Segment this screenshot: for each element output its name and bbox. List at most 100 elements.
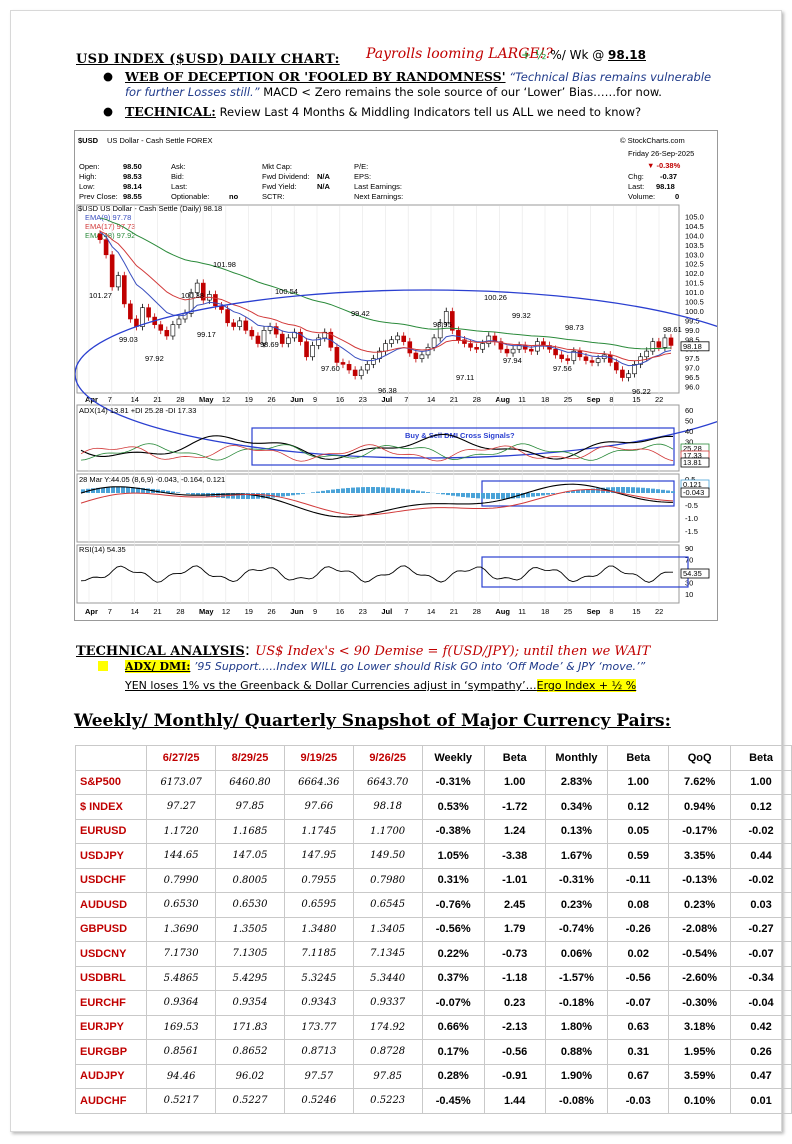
x-tick-bottom: 23	[359, 607, 367, 616]
stat-cell: 1.90%	[544, 1063, 609, 1089]
candle-body	[626, 373, 631, 378]
stat-cell: 0.53%	[421, 794, 485, 820]
x-tick-bottom: 7	[108, 607, 112, 616]
x-tick-bottom: 8	[609, 607, 613, 616]
table-row: USDCHF 0.7990 0.8005 0.7955 0.7980 0.31% -1.01…	[74, 867, 792, 893]
stat-cell: 0.67	[607, 1063, 670, 1089]
candle-body	[504, 348, 510, 354]
macd-bar	[586, 489, 590, 493]
stat-cell: -0.02	[730, 867, 792, 893]
stat-cell: 0.10%	[668, 1088, 732, 1114]
x-tick-bottom: Jul	[381, 607, 392, 616]
candle-body	[231, 322, 236, 327]
candle-body	[437, 322, 443, 339]
macd-bar	[451, 493, 455, 496]
stat-cell: 0.88%	[544, 1039, 609, 1065]
x-axis-labels-bottom: Apr 7 14 21 28 May 12 19 26 Jun 9 16 23 Jul 7 14 21 28 Aug…	[85, 607, 663, 616]
ema-17-line	[99, 230, 672, 362]
macd-bar	[246, 493, 250, 499]
header-cell: Beta	[607, 745, 670, 771]
stat-cell: -1.72	[483, 794, 546, 820]
price-tick: 103.5	[685, 241, 704, 250]
candle-body	[528, 348, 534, 352]
chg-label: Chg:	[628, 172, 644, 181]
table-row: AUDJPY 94.46 96.02 97.57 97.85 0.28% -0.91 1.90…	[74, 1063, 792, 1089]
candle-body	[286, 337, 291, 344]
weekly-move-value: + ½	[521, 48, 547, 62]
price-tick: 102.5	[685, 260, 704, 269]
ema-48-line	[99, 217, 672, 350]
rsi-tick: 70	[685, 556, 693, 565]
macd-bar	[626, 487, 630, 493]
candle-body	[656, 341, 662, 348]
x-tick-bottom: 21	[450, 607, 458, 616]
macd-bar	[216, 493, 220, 498]
x-tick-bottom: 19	[245, 607, 253, 616]
open-value: 98.50	[123, 162, 142, 171]
last-price-label: Last:	[628, 182, 644, 191]
price-tick: 105.0	[685, 213, 704, 222]
stat-cell: 0.12	[607, 794, 670, 820]
candle-body	[395, 335, 400, 341]
price-annotation: 97.11	[456, 373, 474, 382]
price-cell: 98.18	[352, 794, 423, 820]
last-earnings-label: Last Earnings:	[354, 182, 402, 191]
macd-bar	[196, 493, 200, 496]
stat-cell: -0.13%	[668, 867, 732, 893]
stat-cell: -0.56	[483, 1039, 546, 1065]
ta-red-text: US$ Index's < 90 Demise = f(USD/JPY); un…	[255, 644, 651, 659]
x-tick-bottom: 11	[518, 607, 526, 616]
x-tick: 8	[609, 395, 613, 404]
stat-cell: 1.44	[483, 1088, 546, 1114]
price-cell: 1.3505	[215, 916, 285, 942]
macd-bar	[236, 493, 240, 499]
macd-bar	[136, 487, 140, 493]
stat-cell: 2.45	[483, 892, 546, 918]
candle-body	[188, 292, 194, 314]
x-tick-bottom: 28	[176, 607, 184, 616]
chart-svg: $USD US Dollar - Cash Settle FOREX © Sto…	[75, 136, 717, 616]
stat-cell: 1.79	[483, 916, 546, 942]
candle-body	[595, 358, 601, 363]
price-cell: 1.3480	[283, 916, 354, 942]
stat-cell: 0.08	[607, 892, 670, 918]
stat-cell: -0.27	[730, 916, 792, 942]
high-value: 98.53	[123, 172, 142, 181]
macd-bar	[441, 493, 445, 495]
macd-tag: 0.121	[683, 480, 702, 489]
price-cell: 6664.36	[283, 769, 354, 795]
pe-label: P/E:	[354, 162, 368, 171]
table-row: EURUSD 1.1720 1.1685 1.1745 1.1700 -0.38% 1.24…	[74, 818, 792, 844]
section-title: USD INDEX ($USD) DAILY CHART:	[76, 52, 340, 67]
macd-bar	[356, 487, 360, 493]
stat-cell: 0.37%	[421, 965, 485, 991]
macd-bar	[171, 491, 175, 493]
macd-bar	[506, 493, 510, 499]
macd-bar	[166, 490, 170, 493]
adx-tick: 60	[685, 406, 693, 415]
header-cell: QoQ	[668, 745, 732, 771]
price-tick: 104.0	[685, 231, 704, 240]
rsi-tick: 30	[685, 579, 693, 588]
x-tick: 9	[313, 395, 317, 404]
chart-name: US Dollar - Cash Settle FOREX	[107, 136, 212, 145]
macd-tag: -0.043	[683, 488, 704, 497]
table-row: EURJPY 169.53 171.83 173.77 174.92 0.66% -2.13…	[74, 1014, 792, 1040]
macd-label: 28 Mar Y:44.05 (8,6,9) -0.043, -0.164, 0…	[79, 475, 225, 484]
candle-body	[249, 330, 255, 337]
price-cell: 0.6595	[283, 892, 354, 918]
macd-bar	[536, 493, 540, 497]
pair-symbol: AUDJPY	[74, 1063, 148, 1089]
candle-body	[407, 341, 413, 354]
x-tick-bottom: 18	[541, 607, 549, 616]
macd-bar	[456, 493, 460, 497]
candle-body	[371, 358, 376, 365]
price-cell: 0.5223	[352, 1088, 423, 1114]
table-row: AUDUSD 0.6530 0.6530 0.6595 0.6545 -0.76% 2.45…	[74, 892, 792, 918]
price-annotation: 97.60	[321, 364, 340, 373]
price-cell: 171.83	[215, 1014, 285, 1040]
x-tick-bottom: Jun	[290, 607, 304, 616]
adx-dmi-line: ADX/ DMI: ’95 Support…..Index WILL go Lo…	[125, 660, 645, 673]
price-tick: 100.5	[685, 298, 704, 307]
